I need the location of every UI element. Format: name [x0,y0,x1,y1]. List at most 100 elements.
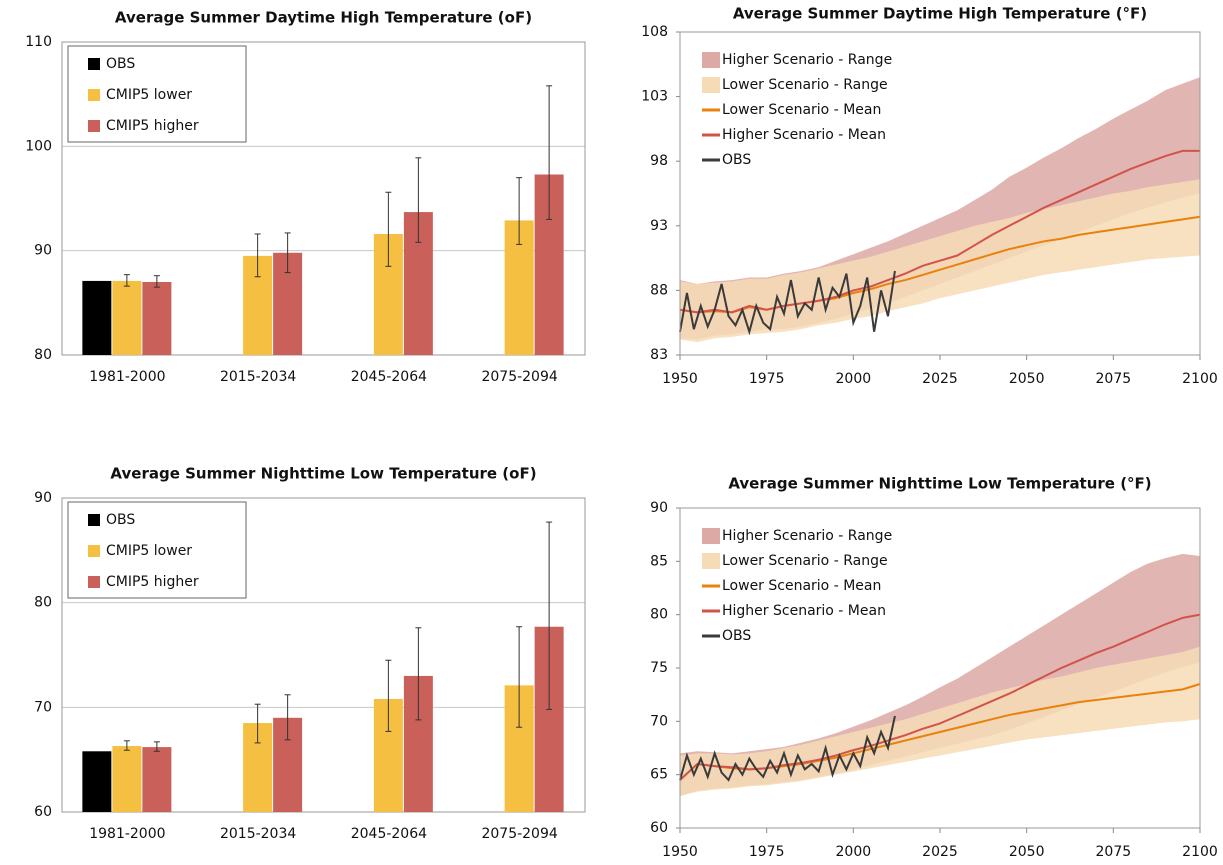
legend-label: OBS [106,56,135,72]
y-tick-label: 90 [650,500,668,516]
y-tick-label: 80 [34,595,52,611]
y-tick-label: 110 [25,34,52,50]
error-bar [415,157,422,243]
plot-border [679,507,1201,829]
error-bar [516,626,523,728]
x-tick-label: 2100 [1182,371,1218,387]
error-bar [254,703,261,744]
x-tick-label: 2045-2064 [351,369,427,385]
y-tick-label: 75 [650,660,668,676]
legend-swatch [702,52,720,68]
plot-border [679,31,1201,356]
y-tick-label: 80 [650,607,668,623]
error-bar [546,85,553,220]
x-tick-label: 1975 [749,844,785,860]
x-tick-label: 2000 [836,371,872,387]
legend-label: OBS [722,152,751,168]
y-tick-label: 70 [650,713,668,729]
bar [82,280,112,355]
legend-label: OBS [106,512,135,528]
legend-label: CMIP5 higher [106,118,199,134]
series-line [679,715,896,782]
plot-border [61,41,586,356]
legend-label: CMIP5 lower [106,87,192,103]
x-tick-label: 1981-2000 [89,369,165,385]
y-tick-label: 65 [650,767,668,783]
legend-swatch [88,576,100,588]
x-tick-label: 1981-2000 [89,826,165,842]
y-tick-label: 60 [650,820,668,836]
chart-title: Average Summer Nighttime Low Temperature… [110,465,536,483]
x-tick-label: 2075-2094 [481,369,557,385]
error-bar [284,694,291,741]
range-band [680,646,1200,796]
y-tick-label: 103 [641,89,668,105]
legend-label: Higher Scenario - Mean [722,127,886,143]
error-bar [153,275,160,288]
legend-label: Higher Scenario - Range [722,52,892,68]
legend-swatch [88,120,100,132]
bar [82,751,112,812]
chart-title: Average Summer Daytime High Temperature … [733,5,1147,23]
error-bar [385,659,392,732]
chart-title: Average Summer Daytime High Temperature … [115,9,532,27]
error-bar [123,740,130,751]
y-tick-label: 98 [650,153,668,169]
y-tick-label: 70 [34,699,52,715]
y-tick-label: 80 [34,347,52,363]
y-tick-label: 90 [34,490,52,506]
legend-swatch [702,77,720,93]
error-bar [153,741,160,752]
y-tick-label: 100 [25,138,52,154]
chart-title: Average Summer Nighttime Low Temperature… [728,475,1151,493]
y-tick-label: 88 [650,282,668,298]
x-tick-label: 2075-2094 [481,826,557,842]
range-band [680,553,1200,796]
y-tick-label: 83 [650,347,668,363]
bar [112,280,142,355]
y-tick-label: 85 [650,553,668,569]
x-tick-label: 2045-2064 [351,826,427,842]
x-tick-label: 2025 [922,844,958,860]
x-tick-label: 2050 [1009,844,1045,860]
error-bar [516,177,523,245]
x-tick-label: 2100 [1182,844,1218,860]
error-bar [254,233,261,278]
error-bar [385,191,392,267]
legend-swatch [88,58,100,70]
bar [142,747,172,812]
legend-label: Lower Scenario - Mean [722,102,881,118]
error-bar [546,521,553,710]
bar [142,281,172,355]
y-tick-label: 93 [650,218,668,234]
legend-label: CMIP5 lower [106,543,192,559]
x-tick-label: 2075 [1096,844,1132,860]
x-tick-label: 2015-2034 [220,369,296,385]
x-tick-label: 2025 [922,371,958,387]
x-tick-label: 2015-2034 [220,826,296,842]
legend-swatch [88,514,100,526]
legend-label: Lower Scenario - Mean [722,578,881,594]
legend-swatch [702,528,720,544]
bar [112,746,142,812]
legend-swatch [88,545,100,557]
series-line [679,149,1200,314]
y-tick-label: 90 [34,243,52,259]
error-bar [284,232,291,274]
y-tick-label: 60 [34,804,52,820]
legend-label: Higher Scenario - Mean [722,603,886,619]
y-tick-label: 108 [641,24,668,40]
x-tick-label: 2050 [1009,371,1045,387]
error-bar [415,627,422,721]
legend-label: Higher Scenario - Range [722,528,892,544]
series-line [679,270,896,336]
legend-label: CMIP5 higher [106,574,199,590]
legend-swatch [702,553,720,569]
legend-label: Lower Scenario - Range [722,77,888,93]
x-tick-label: 1975 [749,371,785,387]
x-tick-label: 1950 [662,844,698,860]
plot-border [61,497,586,813]
x-tick-label: 2000 [836,844,872,860]
error-bar [123,274,130,287]
